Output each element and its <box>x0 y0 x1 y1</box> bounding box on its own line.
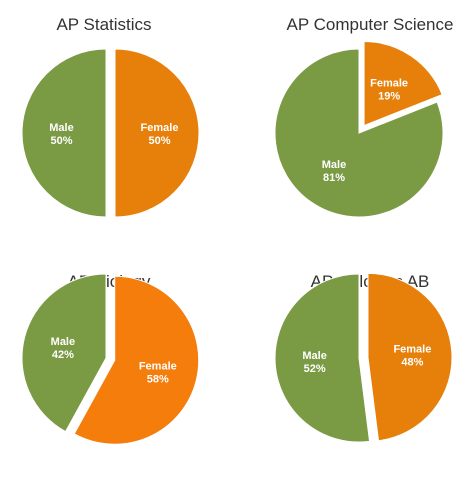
male-slice <box>274 48 444 218</box>
male-slice <box>274 273 371 443</box>
male-slice <box>21 273 107 433</box>
female-label: Female <box>370 78 408 90</box>
male-percent-label: 42% <box>52 349 74 361</box>
female-slice <box>73 275 200 445</box>
chart-title: AP Computer Science <box>287 15 454 34</box>
female-label: Female <box>141 122 179 134</box>
male-label: Male <box>49 122 73 134</box>
female-slice <box>363 41 443 127</box>
male-slice <box>21 48 107 218</box>
chart-title: AP Statistics <box>56 15 151 34</box>
female-percent-label: 50% <box>148 135 170 147</box>
female-percent-label: 48% <box>401 357 423 369</box>
male-label: Male <box>302 350 326 362</box>
female-percent-label: 58% <box>147 373 169 385</box>
male-label: Male <box>51 336 75 348</box>
female-slice <box>114 48 200 218</box>
male-percent-label: 81% <box>323 172 345 184</box>
female-slice <box>367 272 453 442</box>
male-percent-label: 50% <box>50 135 72 147</box>
female-label: Female <box>139 360 177 372</box>
male-label: Male <box>322 159 346 171</box>
male-percent-label: 52% <box>304 363 326 375</box>
female-label: Female <box>393 344 431 356</box>
female-percent-label: 19% <box>378 91 400 103</box>
